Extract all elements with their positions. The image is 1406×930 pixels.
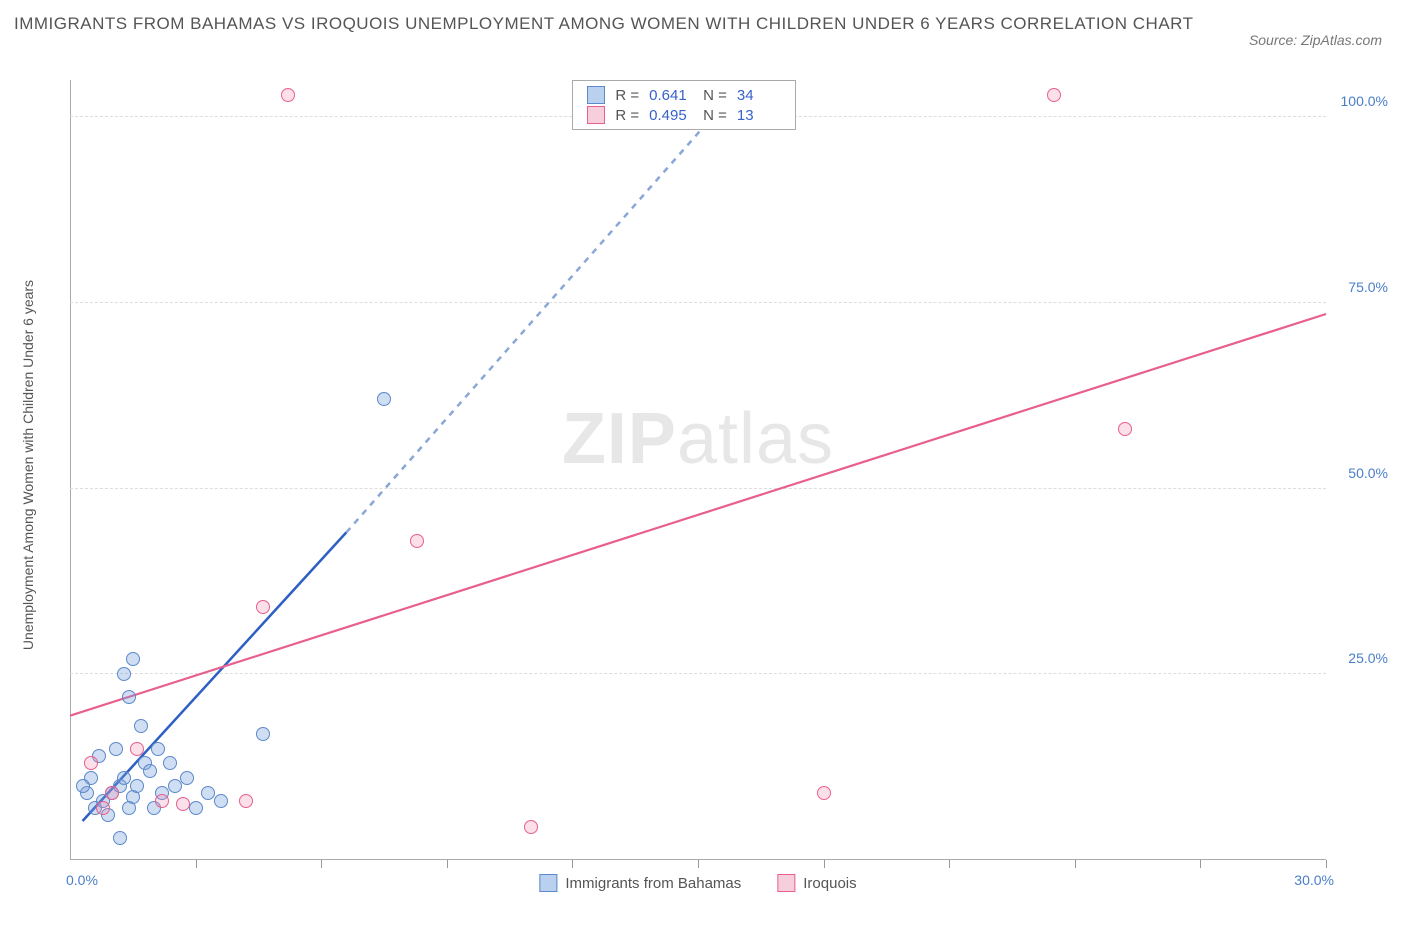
chart-title: IMMIGRANTS FROM BAHAMAS VS IROQUOIS UNEM… (14, 10, 1226, 37)
source-attribution: Source: ZipAtlas.com (1249, 32, 1382, 48)
scatter-point (168, 779, 182, 793)
trend-line (70, 314, 1326, 716)
x-tick (447, 860, 448, 868)
x-tick (698, 860, 699, 868)
legend-swatch (587, 106, 605, 124)
y-axis-title: Unemployment Among Women with Children U… (20, 280, 36, 650)
legend-swatch (587, 86, 605, 104)
legend-label: Immigrants from Bahamas (565, 875, 741, 892)
stats-n-label: N = (703, 87, 727, 104)
x-axis-max-label: 30.0% (1294, 872, 1334, 888)
x-tick (1200, 860, 1201, 868)
scatter-point (1047, 88, 1061, 102)
scatter-point (113, 831, 127, 845)
stats-n-value: 34 (737, 87, 781, 104)
y-tick-label: 100.0% (1341, 93, 1388, 109)
scatter-point (239, 794, 253, 808)
scatter-point (122, 690, 136, 704)
scatter-point (143, 764, 157, 778)
legend-item: Iroquois (777, 874, 856, 892)
x-tick (824, 860, 825, 868)
scatter-point (189, 801, 203, 815)
scatter-point (151, 742, 165, 756)
x-tick (196, 860, 197, 868)
scatter-point (134, 719, 148, 733)
scatter-point (155, 794, 169, 808)
scatter-point (214, 794, 228, 808)
chart-plot-area: ZIPatlas 25.0%50.0%75.0%100.0% R =0.641N… (70, 80, 1326, 860)
stats-n-value: 13 (737, 107, 781, 124)
scatter-point (130, 779, 144, 793)
scatter-point (117, 667, 131, 681)
scatter-point (122, 801, 136, 815)
scatter-point (109, 742, 123, 756)
scatter-point (256, 600, 270, 614)
trend-line (346, 119, 710, 532)
scatter-point (180, 771, 194, 785)
legend-item: Immigrants from Bahamas (539, 874, 741, 892)
x-tick (321, 860, 322, 868)
y-tick-label: 25.0% (1348, 650, 1388, 666)
stats-r-value: 0.641 (649, 87, 693, 104)
y-tick-label: 50.0% (1348, 465, 1388, 481)
x-tick (1075, 860, 1076, 868)
scatter-point (126, 652, 140, 666)
scatter-point (84, 756, 98, 770)
legend-label: Iroquois (803, 875, 856, 892)
stats-r-label: R = (615, 107, 639, 124)
scatter-point (105, 786, 119, 800)
scatter-point (281, 88, 295, 102)
scatter-point (1118, 422, 1132, 436)
trend-lines-layer (70, 80, 1326, 860)
stats-r-value: 0.495 (649, 107, 693, 124)
legend-swatch (539, 874, 557, 892)
scatter-point (163, 756, 177, 770)
stats-legend-box: R = 0.641 N = 34 R = 0.495 N = 13 (572, 80, 796, 130)
scatter-point (130, 742, 144, 756)
scatter-point (256, 727, 270, 741)
scatter-point (410, 534, 424, 548)
x-tick (572, 860, 573, 868)
legend-swatch (777, 874, 795, 892)
scatter-point (96, 801, 110, 815)
stats-n-label: N = (703, 107, 727, 124)
x-axis-min-label: 0.0% (66, 872, 98, 888)
scatter-point (76, 779, 90, 793)
scatter-point (377, 392, 391, 406)
stats-r-label: R = (615, 87, 639, 104)
scatter-point (524, 820, 538, 834)
scatter-point (817, 786, 831, 800)
x-tick (1326, 860, 1327, 868)
stats-row: R = 0.495 N = 13 (573, 105, 795, 125)
y-tick-label: 75.0% (1348, 279, 1388, 295)
x-tick (949, 860, 950, 868)
stats-row: R = 0.641 N = 34 (573, 85, 795, 105)
series-legend: Immigrants from Bahamas Iroquois (539, 874, 856, 892)
scatter-point (176, 797, 190, 811)
